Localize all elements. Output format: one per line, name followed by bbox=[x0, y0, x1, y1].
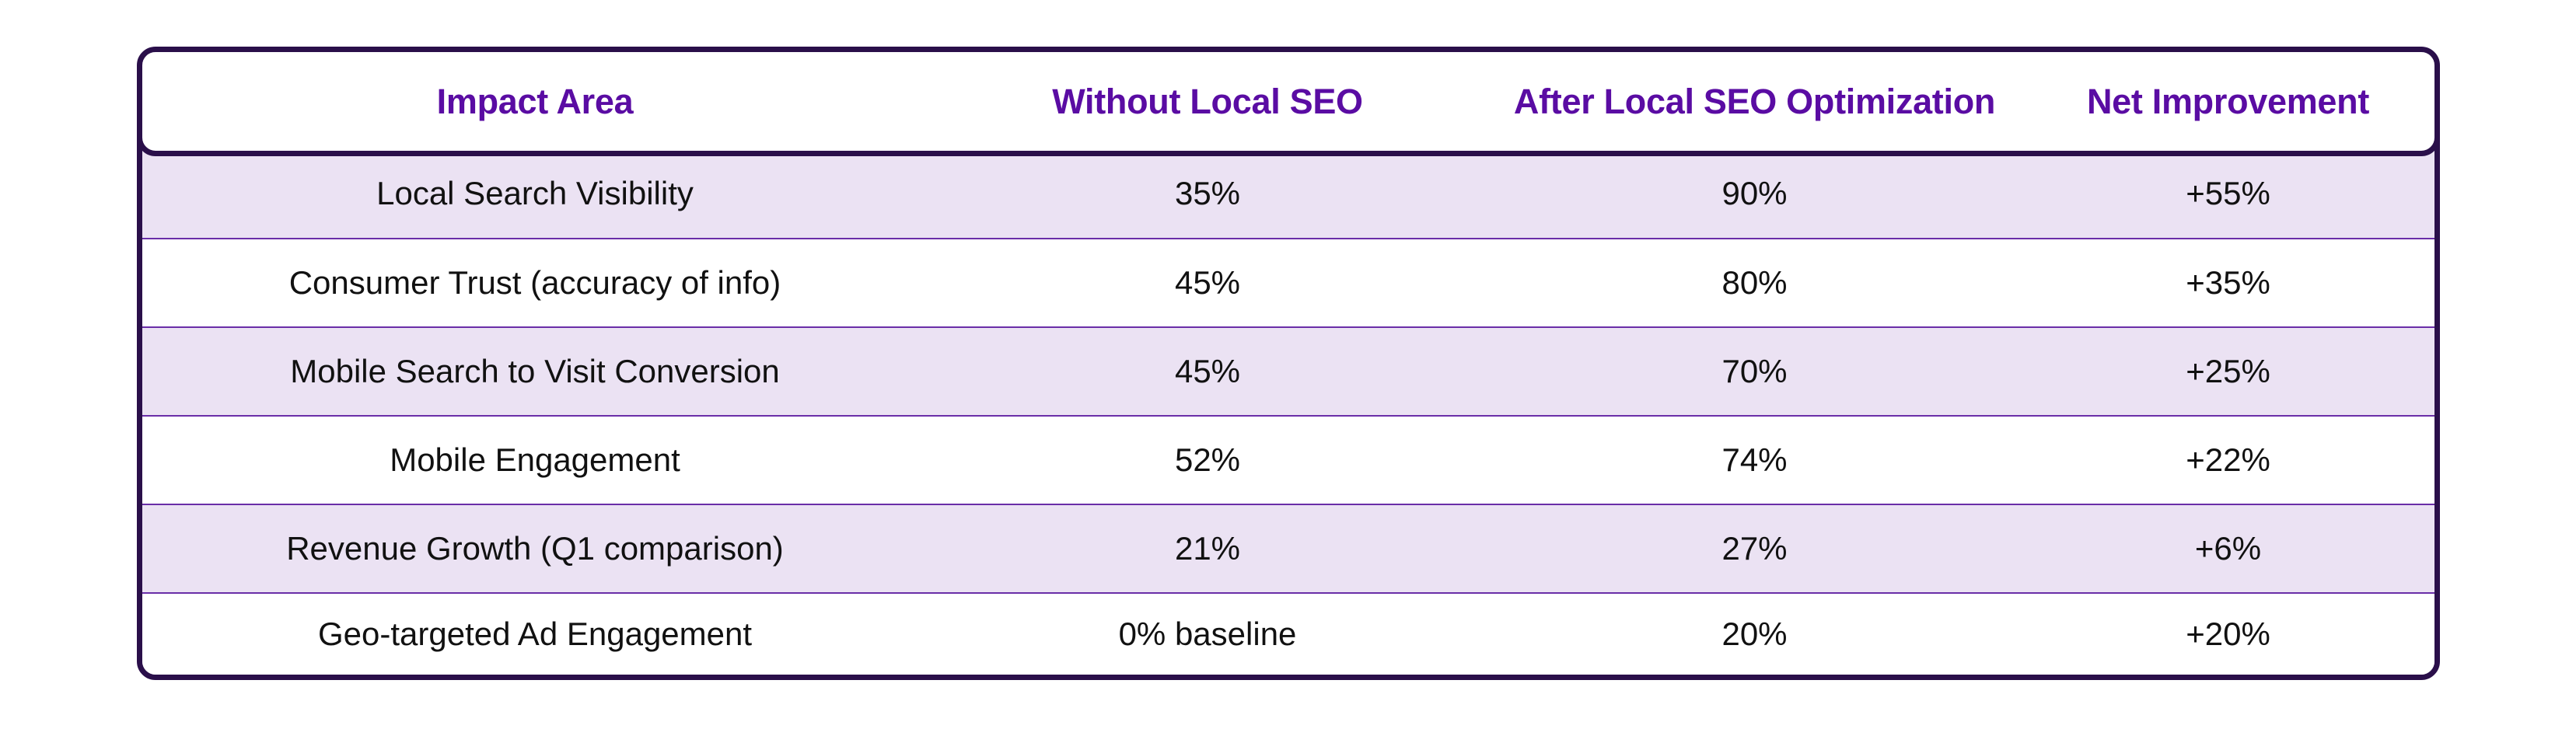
cell-after: 80% bbox=[1721, 264, 1788, 301]
cell-net: +22% bbox=[2186, 441, 2270, 478]
cell-after: 70% bbox=[1721, 353, 1788, 389]
cell-net: +20% bbox=[2186, 616, 2270, 652]
cell-after: 20% bbox=[1721, 616, 1788, 652]
comparison-table: Impact Area Without Local SEO After Loca… bbox=[137, 47, 2440, 680]
cell-without: 21% bbox=[1174, 530, 1241, 567]
cell-after: 74% bbox=[1721, 441, 1788, 478]
header-without-local-seo: Without Local SEO bbox=[1052, 81, 1363, 121]
table-row: Revenue Growth (Q1 comparison) 21% 27% +… bbox=[142, 504, 2434, 592]
cell-without: 35% bbox=[1174, 175, 1241, 211]
cell-impact-area: Mobile Engagement bbox=[390, 441, 680, 478]
cell-without: 45% bbox=[1174, 264, 1241, 301]
table-row: Mobile Engagement 52% 74% +22% bbox=[142, 415, 2434, 504]
cell-impact-area: Local Search Visibility bbox=[376, 175, 694, 211]
cell-without: 45% bbox=[1174, 353, 1241, 389]
cell-without: 52% bbox=[1174, 441, 1241, 478]
header-impact-area: Impact Area bbox=[436, 81, 634, 121]
header-after-local-seo: After Local SEO Optimization bbox=[1513, 81, 1996, 121]
cell-net: +25% bbox=[2186, 353, 2270, 389]
cell-after: 90% bbox=[1721, 175, 1788, 211]
cell-impact-area: Consumer Trust (accuracy of info) bbox=[288, 264, 781, 301]
header-net-improvement: Net Improvement bbox=[2086, 81, 2370, 121]
cell-after: 27% bbox=[1721, 530, 1788, 567]
cell-impact-area: Revenue Growth (Q1 comparison) bbox=[286, 530, 784, 567]
table-row: Consumer Trust (accuracy of info) 45% 80… bbox=[142, 238, 2434, 326]
table-row: Geo-targeted Ad Engagement 0% baseline 2… bbox=[142, 592, 2434, 675]
cell-net: +35% bbox=[2186, 264, 2270, 301]
table-header-row: Impact Area Without Local SEO After Loca… bbox=[142, 52, 2434, 156]
table-body: Local Search Visibility 35% 90% +55% Con… bbox=[142, 149, 2434, 675]
cell-impact-area: Geo-targeted Ad Engagement bbox=[317, 616, 753, 652]
table-row: Mobile Search to Visit Conversion 45% 70… bbox=[142, 326, 2434, 415]
table-row: Local Search Visibility 35% 90% +55% bbox=[142, 149, 2434, 238]
cell-impact-area: Mobile Search to Visit Conversion bbox=[290, 353, 780, 389]
cell-net: +55% bbox=[2186, 175, 2270, 211]
cell-net: +6% bbox=[2194, 530, 2262, 567]
cell-without: 0% baseline bbox=[1118, 616, 1297, 652]
